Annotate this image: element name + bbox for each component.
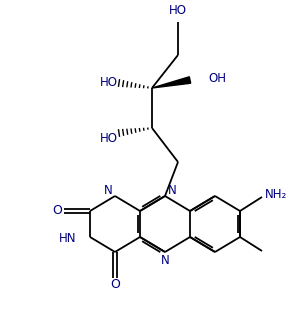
Text: N: N bbox=[168, 185, 176, 198]
Text: NH₂: NH₂ bbox=[265, 188, 287, 202]
Text: HO: HO bbox=[169, 3, 187, 16]
Text: HO: HO bbox=[100, 76, 118, 89]
Text: N: N bbox=[161, 254, 169, 266]
Text: HO: HO bbox=[100, 131, 118, 145]
Text: O: O bbox=[52, 204, 62, 217]
Polygon shape bbox=[152, 77, 191, 88]
Text: N: N bbox=[103, 185, 112, 198]
Text: HN: HN bbox=[59, 232, 76, 245]
Text: O: O bbox=[110, 278, 120, 291]
Text: OH: OH bbox=[208, 72, 226, 85]
